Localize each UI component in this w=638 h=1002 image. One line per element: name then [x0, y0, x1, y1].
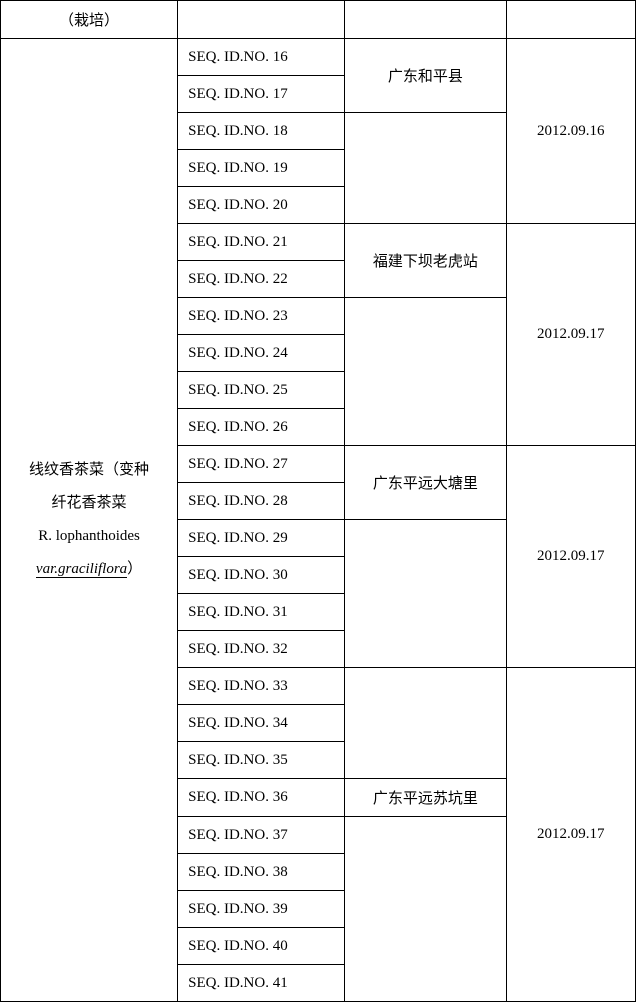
seq-cell: SEQ. ID.NO. 41 [178, 965, 345, 1002]
species-line4-post: ） [127, 561, 142, 577]
seq-cell: SEQ. ID.NO. 28 [178, 483, 345, 520]
date-cell: 2012.09.17 [506, 668, 635, 1002]
seq-cell: SEQ. ID.NO. 16 [178, 39, 345, 76]
seq-cell: SEQ. ID.NO. 30 [178, 557, 345, 594]
seq-cell: SEQ. ID.NO. 39 [178, 891, 345, 928]
seq-cell: SEQ. ID.NO. 26 [178, 409, 345, 446]
date-cell: 2012.09.16 [506, 39, 635, 224]
header-col1: （栽培） [1, 1, 178, 39]
seq-cell: SEQ. ID.NO. 31 [178, 594, 345, 631]
seq-cell: SEQ. ID.NO. 36 [178, 779, 345, 817]
seq-cell: SEQ. ID.NO. 23 [178, 298, 345, 335]
seq-cell: SEQ. ID.NO. 18 [178, 113, 345, 150]
seq-cell: SEQ. ID.NO. 21 [178, 224, 345, 261]
table-row: （栽培） [1, 1, 636, 39]
seq-cell: SEQ. ID.NO. 35 [178, 742, 345, 779]
seq-cell: SEQ. ID.NO. 38 [178, 854, 345, 891]
loc-cell: 广东平远大塘里 [345, 446, 506, 520]
date-cell: 2012.09.17 [506, 224, 635, 446]
loc-cell-empty [345, 298, 506, 446]
loc-cell-empty [345, 668, 506, 779]
header-col4 [506, 1, 635, 39]
seq-cell: SEQ. ID.NO. 33 [178, 668, 345, 705]
species-line1: 线纹香茶菜（变种 [29, 462, 149, 478]
seq-cell: SEQ. ID.NO. 17 [178, 76, 345, 113]
loc-cell: 广东和平县 [345, 39, 506, 113]
species-line4-italic: var.graciliflora [36, 561, 127, 578]
loc-cell-empty [345, 817, 506, 1002]
seq-cell: SEQ. ID.NO. 32 [178, 631, 345, 668]
header-col3 [345, 1, 506, 39]
seq-cell: SEQ. ID.NO. 22 [178, 261, 345, 298]
seq-cell: SEQ. ID.NO. 37 [178, 817, 345, 854]
seq-cell: SEQ. ID.NO. 24 [178, 335, 345, 372]
species-line3: R. lophanthoides [38, 528, 140, 544]
seq-cell: SEQ. ID.NO. 25 [178, 372, 345, 409]
seq-cell: SEQ. ID.NO. 20 [178, 187, 345, 224]
seq-cell: SEQ. ID.NO. 29 [178, 520, 345, 557]
header-col2 [178, 1, 345, 39]
species-line2: 纤花香茶菜 [52, 495, 127, 511]
loc-cell: 广东平远苏坑里 [345, 779, 506, 817]
table-row: 线纹香茶菜（变种 纤花香茶菜 R. lophanthoides var.grac… [1, 39, 636, 76]
seq-cell: SEQ. ID.NO. 40 [178, 928, 345, 965]
species-cell: 线纹香茶菜（变种 纤花香茶菜 R. lophanthoides var.grac… [1, 39, 178, 1002]
date-cell: 2012.09.17 [506, 446, 635, 668]
loc-cell: 福建下坝老虎站 [345, 224, 506, 298]
data-table: （栽培） 线纹香茶菜（变种 纤花香茶菜 R. lophanthoides var… [0, 0, 636, 1002]
seq-cell: SEQ. ID.NO. 27 [178, 446, 345, 483]
seq-cell: SEQ. ID.NO. 19 [178, 150, 345, 187]
loc-cell-empty [345, 520, 506, 668]
seq-cell: SEQ. ID.NO. 34 [178, 705, 345, 742]
loc-cell-empty [345, 113, 506, 224]
